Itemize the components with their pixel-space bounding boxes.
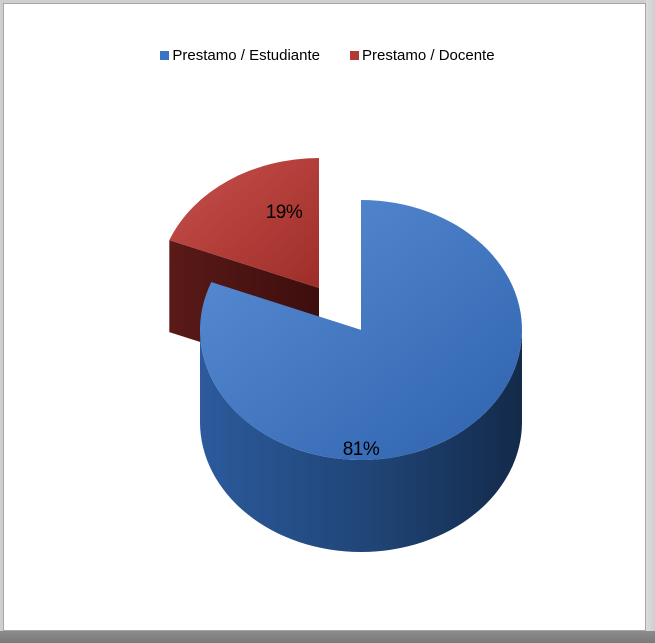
legend-item-estudiante: Prestamo / Estudiante [160,47,320,64]
data-label-estudiante: 81% [343,439,380,460]
slice-top-docente [169,158,319,288]
legend-label-estudiante: Prestamo / Estudiante [172,47,320,64]
legend-swatch-docente [350,51,359,60]
chart-legend: Prestamo / Estudiante Prestamo / Docente [0,47,655,64]
data-label-docente: 19% [266,202,303,223]
legend-label-docente: Prestamo / Docente [362,47,495,64]
legend-swatch-estudiante [160,51,170,60]
slice-top-estudiante [199,200,522,461]
frame-right-shadow [646,0,655,643]
frame-bottom-shadow [0,631,655,643]
legend-item-docente: Prestamo / Docente [350,47,495,64]
slice-side-estudiante [200,330,522,552]
